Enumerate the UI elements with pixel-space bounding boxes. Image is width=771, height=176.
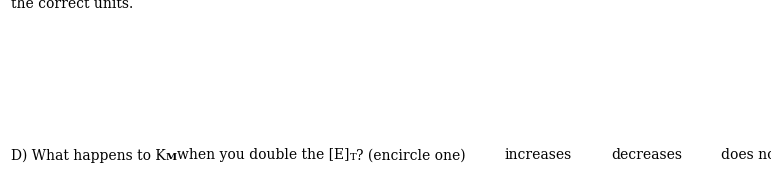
Text: M: M	[166, 153, 177, 162]
Text: ? (encircle one): ? (encircle one)	[356, 148, 466, 162]
Text: T: T	[349, 153, 356, 162]
Text: when you double the [E]: when you double the [E]	[177, 148, 349, 162]
Text: increases: increases	[505, 148, 572, 162]
Text: decreases: decreases	[611, 148, 682, 162]
Text: does not change: does not change	[721, 148, 771, 162]
Text: D) What happens to K: D) What happens to K	[11, 148, 166, 163]
Text: the correct units.: the correct units.	[11, 0, 133, 11]
